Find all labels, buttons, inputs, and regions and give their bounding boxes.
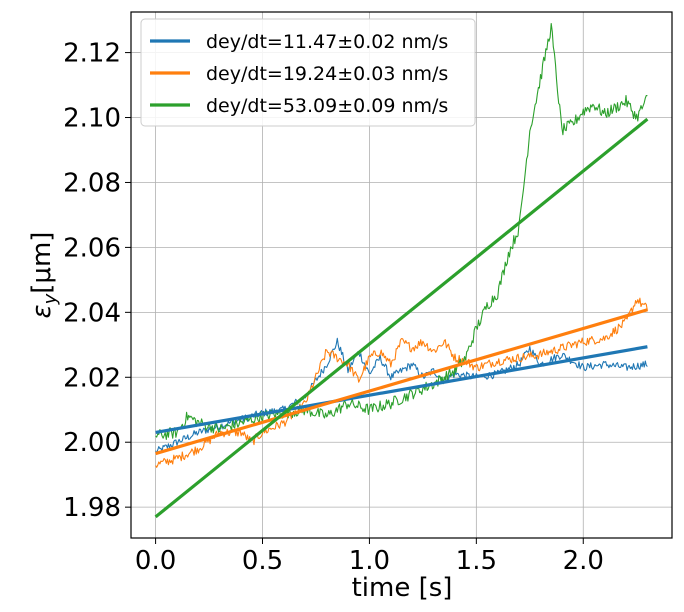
legend-label-3: dey/dt=53.09±0.09 nm/s (206, 95, 448, 117)
legend-label-2: dey/dt=19.24±0.03 nm/s (206, 63, 448, 85)
y-tick-label: 2.10 (63, 104, 121, 134)
y-axis-label: εy[μm] (27, 232, 61, 319)
legend-label-1: dey/dt=11.47±0.02 nm/s (206, 31, 448, 53)
series-line-2 (155, 297, 648, 468)
ticks (125, 52, 584, 544)
legend: dey/dt=11.47±0.02 nm/s dey/dt=19.24±0.03 … (140, 18, 476, 127)
y-tick-label: 2.00 (63, 428, 121, 458)
tick-labels: 0.0 0.5 1.0 1.5 2.0 1.98 2.00 2.02 2.04 2.06 2.08 2… (63, 39, 604, 576)
y-tick-label: 2.06 (63, 233, 121, 263)
y-axis-label-unit: [μm] (27, 232, 57, 294)
x-tick-label: 2.0 (563, 546, 604, 576)
fit-line-3 (154, 117, 649, 519)
x-tick-label: 1.5 (456, 546, 497, 576)
x-axis-label: time [s] (352, 573, 453, 603)
x-tick-label: 0.5 (242, 546, 283, 576)
fit-line-1 (155, 345, 648, 435)
series-line-3 (155, 22, 648, 440)
data-lines (155, 22, 648, 468)
y-axis-label-subscript: y (40, 293, 61, 305)
x-tick-label: 0.0 (135, 546, 176, 576)
fit-lines (154, 117, 649, 519)
fit-line-2 (155, 308, 648, 456)
series-line-1 (155, 337, 648, 454)
y-tick-label: 2.02 (63, 363, 121, 393)
legend-items: dey/dt=11.47±0.02 nm/s dey/dt=19.24±0.03 … (150, 31, 448, 117)
x-tick-label: 1.0 (349, 546, 390, 576)
plot-frame (130, 11, 673, 539)
y-axis-label-symbol: ε (27, 304, 57, 318)
y-tick-label: 2.04 (63, 298, 121, 328)
y-tick-label: 1.98 (63, 493, 121, 523)
legend-box (140, 18, 476, 127)
y-tick-label: 2.08 (63, 168, 121, 198)
y-tick-label: 2.12 (63, 39, 121, 69)
